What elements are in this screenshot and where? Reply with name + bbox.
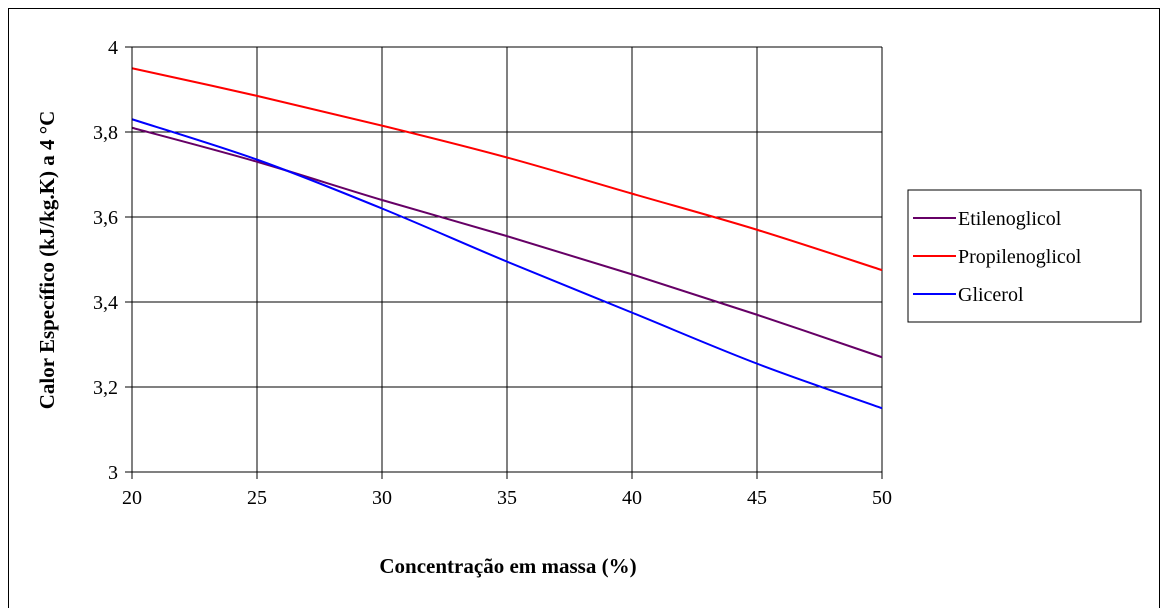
gridlines (132, 46, 883, 472)
axes (125, 46, 883, 479)
legend-label: Propilenoglicol (958, 246, 1082, 268)
x-tick-label: 25 (247, 487, 267, 509)
line-chart: 20 25 30 35 40 45 50 3 3,2 3,4 3,6 3,8 4 Calor Espec… (35, 37, 1142, 578)
chart-frame (8, 8, 1160, 608)
y-tick-label: 3,8 (93, 122, 118, 144)
legend-label: Glicerol (958, 284, 1024, 306)
x-tick-label: 30 (372, 487, 392, 509)
series-lines (131, 67, 883, 410)
series-line-propilenoglicol (131, 67, 883, 272)
series-line-etilenoglicol (131, 126, 883, 359)
series-line-glicerol (131, 118, 883, 410)
x-tick-label: 35 (497, 487, 517, 509)
y-tick-label: 3,4 (93, 292, 118, 314)
x-tick-label: 45 (747, 487, 767, 509)
x-tick-label: 50 (872, 487, 892, 509)
y-tick-label: 3,6 (93, 207, 118, 229)
legend-label: Etilenoglicol (958, 208, 1062, 230)
y-tick-label: 3,2 (93, 377, 118, 399)
tick-labels: 20 25 30 35 40 45 50 3 3,2 3,4 3,6 3,8 4 (93, 37, 892, 509)
y-tick-label: 3 (108, 462, 118, 484)
y-axis-title: Calor Específico (kJ/kg.K) a 4 °C (35, 111, 59, 410)
y-tick-label: 4 (108, 37, 118, 59)
x-tick-label: 40 (622, 487, 642, 509)
x-axis-title: Concentração em massa (%) (379, 554, 636, 578)
legend: Etilenoglicol Propilenoglicol Glicerol (907, 189, 1142, 323)
x-tick-label: 20 (122, 487, 142, 509)
